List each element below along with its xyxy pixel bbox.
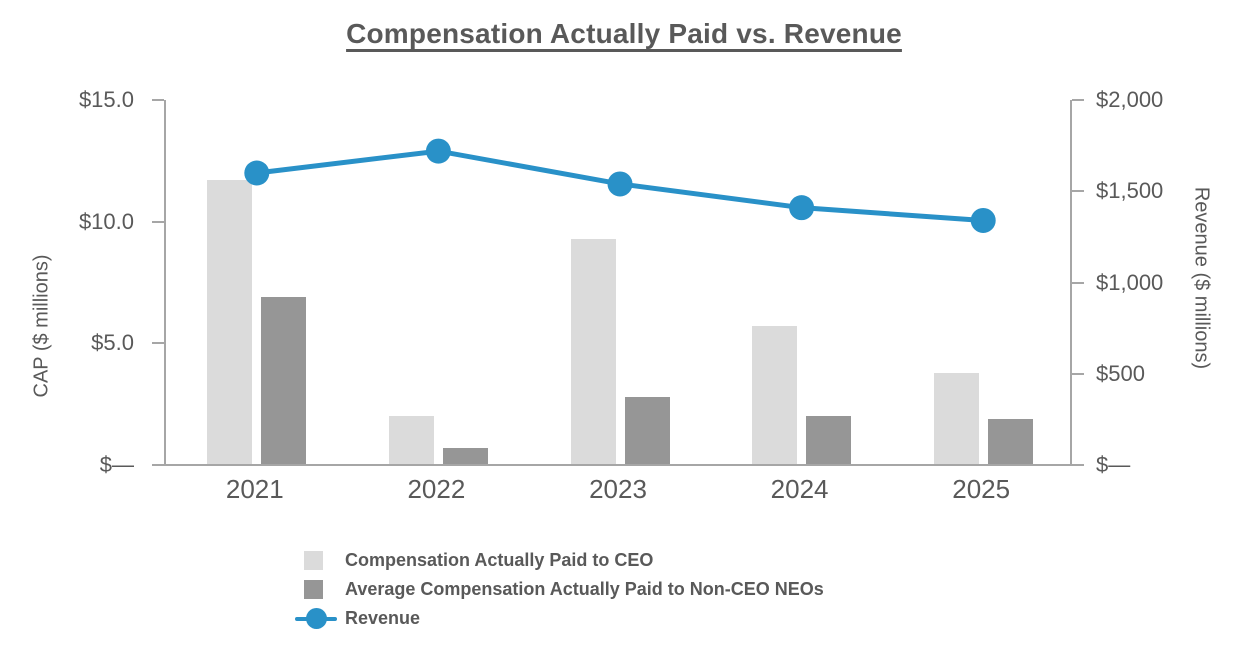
square-swatch-icon [304, 580, 323, 599]
right-axis-tick-label: $2,000 [1096, 87, 1164, 112]
legend-revenue-swatch-icon [295, 604, 345, 633]
square-swatch-icon [304, 551, 323, 570]
bar-neo-2024 [806, 416, 852, 465]
x-axis-label-2023: 2023 [589, 474, 647, 504]
right-axis-tick [1072, 281, 1084, 284]
legend: Compensation Actually Paid to CEO Average… [295, 546, 824, 633]
right-axis-tick-label: $— [1096, 452, 1131, 477]
legend-neo-swatch-icon [295, 575, 345, 604]
left-axis-tick-label: $15.0 [78, 87, 134, 112]
x-axis-label-2022: 2022 [407, 474, 466, 504]
left-axis-tick-label: $5.0 [91, 330, 134, 356]
right-axis-tick [1072, 190, 1084, 193]
left-axis-title: CAP ($ millions) [30, 254, 53, 398]
left-axis-tick-label: $— [99, 452, 134, 477]
right-axis-tick [1072, 99, 1084, 101]
bar-neo-2022 [442, 447, 488, 465]
x-axis-label-2024: 2024 [770, 474, 829, 504]
bar-ceo-2022 [388, 416, 434, 465]
revenue-point-2023 [607, 171, 633, 197]
chart-title: Compensation Actually Paid vs. Revenue [346, 18, 902, 49]
x-axis-line [152, 464, 1084, 466]
bar-neo-2023 [624, 396, 670, 465]
left-axis-tick [152, 220, 164, 223]
marker-dot-icon [305, 608, 327, 629]
revenue-point-2025 [970, 207, 996, 233]
legend-label-ceo: Compensation Actually Paid to CEO [345, 550, 654, 570]
right-axis-tick-label: $500 [1096, 360, 1145, 386]
bar-ceo-2021 [207, 180, 253, 465]
revenue-point-2022 [425, 138, 451, 164]
legend-item-revenue: Revenue [295, 604, 824, 633]
right-axis-tick [1072, 372, 1084, 375]
x-axis-label-2021: 2021 [225, 474, 284, 504]
left-axis-tick [152, 342, 164, 345]
plot-area [164, 100, 1072, 465]
legend-ceo-swatch-icon [295, 546, 345, 575]
x-axis-label-2025: 2025 [952, 474, 1011, 504]
legend-label-revenue: Revenue [345, 608, 421, 628]
bar-neo-2021 [261, 297, 307, 465]
legend-label-neo: Average Compensation Actually Paid to No… [345, 579, 824, 599]
revenue-line [244, 138, 996, 233]
bar-ceo-2023 [570, 238, 616, 465]
revenue-point-2024 [789, 195, 815, 221]
left-axis-tick-label: $10.0 [78, 208, 134, 234]
left-axis-tick [152, 464, 164, 466]
legend-item-ceo: Compensation Actually Paid to CEO [295, 546, 824, 575]
legend-item-neo: Average Compensation Actually Paid to No… [295, 575, 824, 604]
revenue-point-2021 [244, 160, 270, 186]
bar-ceo-2025 [933, 372, 979, 465]
bar-neo-2025 [987, 418, 1033, 465]
right-axis-tick [1072, 464, 1084, 466]
left-axis-tick [152, 99, 164, 101]
bar-ceo-2024 [752, 326, 798, 465]
right-axis-tick-label: $1,000 [1096, 269, 1164, 295]
right-axis-tick-label: $1,500 [1096, 178, 1164, 204]
right-axis-title: Revenue ($ millions) [1190, 186, 1213, 370]
